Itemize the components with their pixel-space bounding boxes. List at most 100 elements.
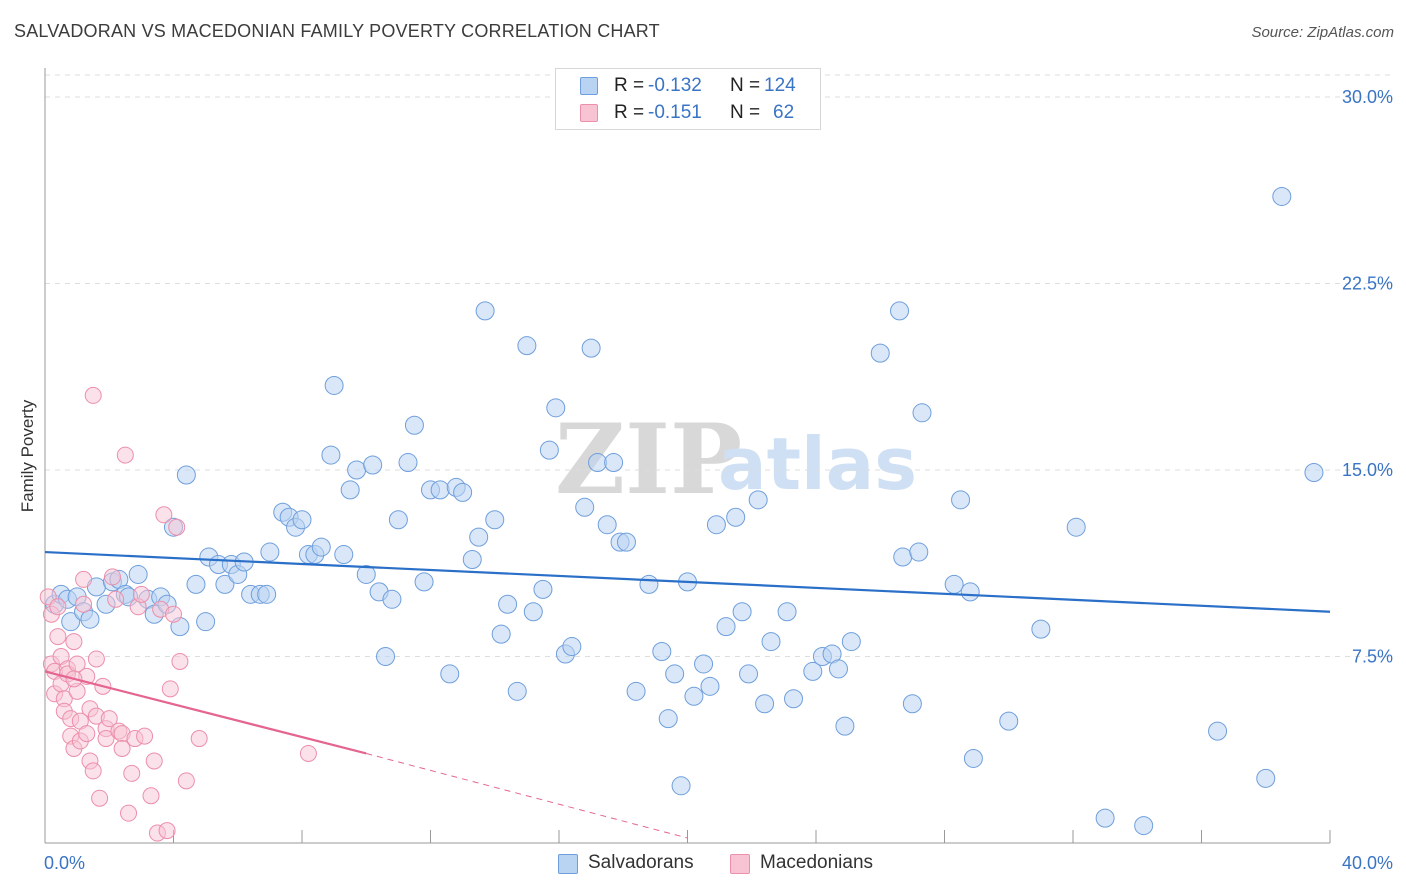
macedonian-point — [75, 570, 93, 588]
macedonian-point — [132, 585, 150, 603]
salvadoran-point — [575, 497, 595, 517]
salvadoran-point — [639, 574, 659, 594]
legend-r-label: R = — [614, 75, 645, 96]
legend-n-value-macedonians: 62 — [773, 102, 795, 123]
salvadoran-point — [671, 776, 691, 796]
salvadoran-point — [356, 564, 376, 584]
salvadoran-point — [523, 602, 543, 622]
legend-n-label: N = — [730, 75, 761, 96]
macedonian-point — [161, 680, 179, 698]
salvadoran-point — [340, 480, 360, 500]
salvadoran-point — [334, 545, 354, 565]
macedonian-point — [75, 595, 93, 613]
salvadoran-point — [1134, 816, 1154, 836]
y-tick-label: 15.0% — [1342, 460, 1393, 480]
salvadoran-point — [652, 642, 672, 662]
macedonian-point — [107, 590, 125, 608]
salvadoran-point — [475, 301, 495, 321]
salvadoran-point — [453, 482, 473, 502]
salvadoran-point — [684, 686, 704, 706]
salvadoran-point — [321, 445, 341, 465]
salvadoran-point — [196, 612, 216, 632]
salvadoran-point — [546, 398, 566, 418]
salvadoran-point — [324, 375, 344, 395]
salvadoran-point — [80, 609, 100, 629]
legend-r-label: R = — [614, 102, 645, 123]
legend-swatch-salvadorans — [580, 77, 598, 95]
salvadoran-point — [893, 547, 913, 567]
macedonian-trend-extension — [366, 752, 688, 839]
salvadoran-point — [430, 480, 450, 500]
y-tick-label: 22.5% — [1342, 274, 1393, 294]
salvadoran-point — [588, 453, 608, 473]
macedonian-trend-line — [44, 670, 367, 755]
macedonian-point — [116, 446, 134, 464]
bottom-legend-swatch-salvadorans — [558, 854, 578, 874]
macedonian-point — [136, 727, 154, 745]
salvadoran-point — [581, 338, 601, 358]
macedonian-point — [299, 744, 317, 762]
salvadoran-point — [748, 490, 768, 510]
salvadoran-point — [292, 510, 312, 530]
salvadoran-point — [739, 664, 759, 684]
salvadoran-point — [726, 507, 746, 527]
salvadoran-point — [1208, 721, 1228, 741]
macedonian-point — [120, 804, 138, 822]
salvadoran-point — [485, 510, 505, 530]
y-tick-label: 7.5% — [1352, 647, 1393, 667]
bottom-legend-label-salvadorans: Salvadorans — [588, 852, 694, 873]
macedonian-point — [168, 518, 186, 536]
salvadoran-point — [1031, 619, 1051, 639]
macedonian-point — [78, 725, 96, 743]
salvadoran-point — [960, 582, 980, 602]
salvadoran-point — [388, 510, 408, 530]
macedonian-point — [145, 752, 163, 770]
salvadoran-trend-line — [44, 550, 1331, 613]
salvadoran-point — [902, 694, 922, 714]
salvadoran-point — [347, 460, 367, 480]
legend-r-value-salvadorans: -0.132 — [648, 75, 702, 96]
salvadoran-point — [414, 572, 434, 592]
macedonian-point — [49, 598, 67, 616]
macedonian-point — [100, 710, 118, 728]
macedonian-point — [165, 605, 182, 623]
salvadoran-point — [260, 542, 280, 562]
salvadoran-point — [870, 343, 890, 363]
macedonian-point — [113, 740, 131, 758]
legend-r-value-macedonians: -0.151 — [648, 102, 702, 123]
salvadoran-point — [694, 654, 714, 674]
salvadoran-point — [828, 659, 848, 679]
salvadoran-point — [597, 515, 617, 535]
legend-n-value-salvadorans: 124 — [764, 75, 796, 96]
salvadoran-point — [1272, 186, 1292, 206]
salvadoran-point — [533, 579, 553, 599]
salvadoran-point — [1066, 517, 1086, 537]
macedonian-point — [155, 506, 173, 524]
salvadoran-point — [912, 403, 932, 423]
salvadoran-point — [784, 689, 804, 709]
macedonian-point — [190, 730, 208, 748]
correlation-legend: R = -0.132 N = 124 R = -0.151 N = 62 — [555, 68, 821, 130]
salvadoran-point — [398, 453, 418, 473]
macedonian-point — [103, 568, 121, 586]
salvadoran-point — [835, 716, 855, 736]
salvadoran-point — [404, 415, 424, 435]
macedonian-point — [84, 762, 102, 780]
salvadoran-point — [311, 537, 331, 557]
macedonian-point — [177, 772, 195, 790]
salvadoran-point — [61, 612, 81, 632]
salvadoran-point — [491, 624, 511, 644]
salvadoran-point — [462, 550, 482, 570]
salvadoran-point — [951, 490, 971, 510]
salvadoran-point — [658, 709, 678, 729]
salvadoran-point — [128, 564, 148, 584]
watermark-atlas: atlas — [718, 422, 917, 506]
salvadoran-point — [257, 584, 277, 604]
chart-title: SALVADORAN VS MACEDONIAN FAMILY POVERTY … — [14, 21, 660, 41]
macedonian-point — [123, 764, 141, 782]
watermark-zip: ZIP — [555, 403, 742, 516]
macedonian-point — [171, 652, 189, 670]
macedonian-point — [158, 822, 176, 840]
bottom-legend-label-macedonians: Macedonians — [760, 852, 874, 873]
